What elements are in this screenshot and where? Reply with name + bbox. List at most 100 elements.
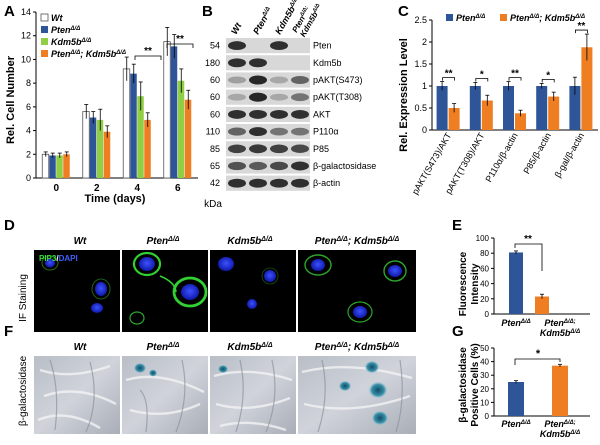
betagal-positive-chart: β-galactosidasePositive Cells (%) 0 10 20 3… bbox=[458, 343, 590, 439]
chart-c-bar bbox=[503, 86, 514, 130]
chart-e-ytick-label: 100 bbox=[476, 234, 490, 243]
blot-band bbox=[249, 58, 267, 68]
blot-kda: 60 bbox=[210, 92, 220, 102]
blot-kda: 42 bbox=[210, 178, 220, 188]
western-blot: Wt PtenΔ/Δ Kdm5bΔ/Δ PtenΔ/Δ;Kdm5bΔ/Δ 54 P… bbox=[204, 0, 376, 210]
sig-day6: ** bbox=[176, 34, 184, 45]
if-stain-legend: PIP3/DAPI bbox=[39, 254, 78, 263]
legend-label-c-pten: PtenΔ/Δ bbox=[456, 13, 485, 23]
legend-item-kdm5b: Kdm5bΔ/Δ bbox=[41, 37, 91, 47]
blot-band bbox=[228, 161, 246, 171]
blot-strip bbox=[226, 38, 310, 54]
panel-letter-d: D bbox=[4, 217, 15, 234]
betagal-image-kdm5b bbox=[210, 356, 296, 434]
legend-swatch-c-double bbox=[500, 14, 507, 21]
legend-label-kdm5b: Kdm5bΔ/Δ bbox=[51, 37, 91, 47]
blot-band bbox=[228, 93, 246, 101]
blot-strip bbox=[226, 158, 310, 174]
blot-band bbox=[228, 76, 246, 84]
chart-a-xtick-label: 6 bbox=[175, 183, 181, 194]
chart-c-ytick-label: 2 bbox=[422, 37, 427, 47]
legend-swatch-pten bbox=[41, 26, 48, 33]
chart-a-bar bbox=[144, 119, 151, 178]
chart-c-bar bbox=[436, 86, 448, 130]
chart-a-bar bbox=[56, 155, 63, 178]
chart-a-bar bbox=[177, 80, 185, 178]
sig-e: ** bbox=[524, 234, 532, 245]
fluorescence-chart: FluorescenceIntensity 0 20 40 60 80 100 ** Pt… bbox=[458, 234, 590, 338]
blot-kda: 54 bbox=[210, 41, 220, 51]
chart-e-ytick-label: 60 bbox=[480, 264, 489, 273]
chart-e-ytick-label: 0 bbox=[485, 310, 490, 319]
chart-g-ytick-label: 40 bbox=[480, 358, 489, 367]
blot-label: Kdm5b bbox=[313, 58, 342, 68]
chart-c-xtick-label: P110α/β-actin bbox=[483, 131, 519, 184]
blot-band bbox=[291, 161, 309, 171]
betagal-col-double: PtenΔ/Δ; Kdm5bΔ/Δ bbox=[315, 342, 400, 353]
chart-g-bar bbox=[552, 365, 568, 416]
blot-band bbox=[270, 76, 288, 84]
blot-band bbox=[291, 144, 309, 154]
betagal-side-label: β-galactosidase bbox=[18, 355, 29, 426]
chart-c-sig-bracket bbox=[475, 78, 489, 82]
if-col-wt: Wt bbox=[74, 236, 87, 247]
blot-band bbox=[270, 127, 288, 136]
chart-c-sig-bracket bbox=[442, 77, 455, 81]
legend-swatch-c-pten bbox=[446, 14, 453, 21]
chart-g-ytick-label: 50 bbox=[480, 344, 489, 353]
chart-a-ytick-label: 2 bbox=[26, 149, 31, 159]
chart-a-ytick-label: 10 bbox=[21, 54, 31, 64]
if-image-pten bbox=[122, 250, 208, 332]
chart-a-bar bbox=[103, 131, 111, 178]
chart-a-bar bbox=[170, 46, 178, 179]
significance-g: * bbox=[514, 348, 561, 365]
sig-day4: ** bbox=[144, 46, 152, 57]
chart-a-ytick-label: 0 bbox=[26, 173, 31, 183]
blot-band bbox=[249, 92, 267, 102]
chart-c-bar bbox=[515, 113, 526, 130]
panel-letter-a: A bbox=[4, 3, 15, 20]
chart-e-bar bbox=[535, 296, 549, 314]
betagal-col-wt: Wt bbox=[74, 342, 87, 353]
blot-band bbox=[249, 75, 267, 85]
blot-band bbox=[291, 178, 309, 188]
significance-a: ** ** bbox=[134, 34, 194, 60]
if-side-label: IF Staining bbox=[18, 274, 29, 322]
chart-a-ytick-label: 4 bbox=[26, 126, 31, 136]
blot-label: P110α bbox=[313, 127, 339, 137]
blot-strip bbox=[226, 106, 310, 122]
chart-c-bar bbox=[536, 86, 548, 130]
blot-band bbox=[249, 109, 267, 119]
chart-c-sig-bracket bbox=[541, 78, 555, 83]
chart-c-bar bbox=[469, 86, 481, 130]
chart-a-ytick-label: 12 bbox=[21, 31, 31, 41]
chart-e-xlabel-pten: PtenΔ/Δ bbox=[501, 318, 530, 328]
blot-strip bbox=[226, 175, 310, 191]
panel-letter-c: C bbox=[398, 3, 409, 20]
if-image-wt: PIP3/DAPI bbox=[34, 250, 120, 332]
blot-label: β-galactosidase bbox=[313, 161, 376, 171]
chart-a-bar bbox=[41, 153, 50, 179]
chart-a-bar bbox=[89, 117, 97, 178]
chart-c-bar bbox=[448, 108, 460, 130]
chart-c-ytick-label: 1 bbox=[422, 81, 427, 91]
blot-band bbox=[291, 75, 309, 85]
chart-a-xlabel: Time (days) bbox=[85, 193, 146, 205]
blot-band bbox=[228, 109, 246, 119]
betagal-image-pten bbox=[122, 356, 208, 434]
chart-c-sig: ** bbox=[578, 21, 586, 32]
chart-c-sig: ** bbox=[445, 69, 453, 80]
if-staining-panel: IF Staining Wt PtenΔ/Δ Kdm5bΔ/Δ PtenΔ/Δ;… bbox=[18, 236, 416, 332]
betagal-col-kdm5b: Kdm5bΔ/Δ bbox=[227, 342, 273, 353]
blot-label: Pten bbox=[313, 41, 332, 51]
blot-strip bbox=[226, 72, 310, 88]
chart-c-ytick-label: 1.5 bbox=[414, 59, 427, 69]
cell-number-chart: Rel. Cell Number Time (days) 0 2 4 6 8 10 12 14… bbox=[5, 7, 198, 205]
chart-e-ytick-label: 40 bbox=[480, 280, 489, 289]
blot-label: AKT bbox=[313, 109, 331, 119]
chart-a-bar bbox=[82, 111, 90, 179]
chart-c-bar bbox=[569, 86, 581, 130]
chart-a-bar bbox=[63, 154, 70, 178]
chart-a-bar bbox=[130, 73, 137, 178]
